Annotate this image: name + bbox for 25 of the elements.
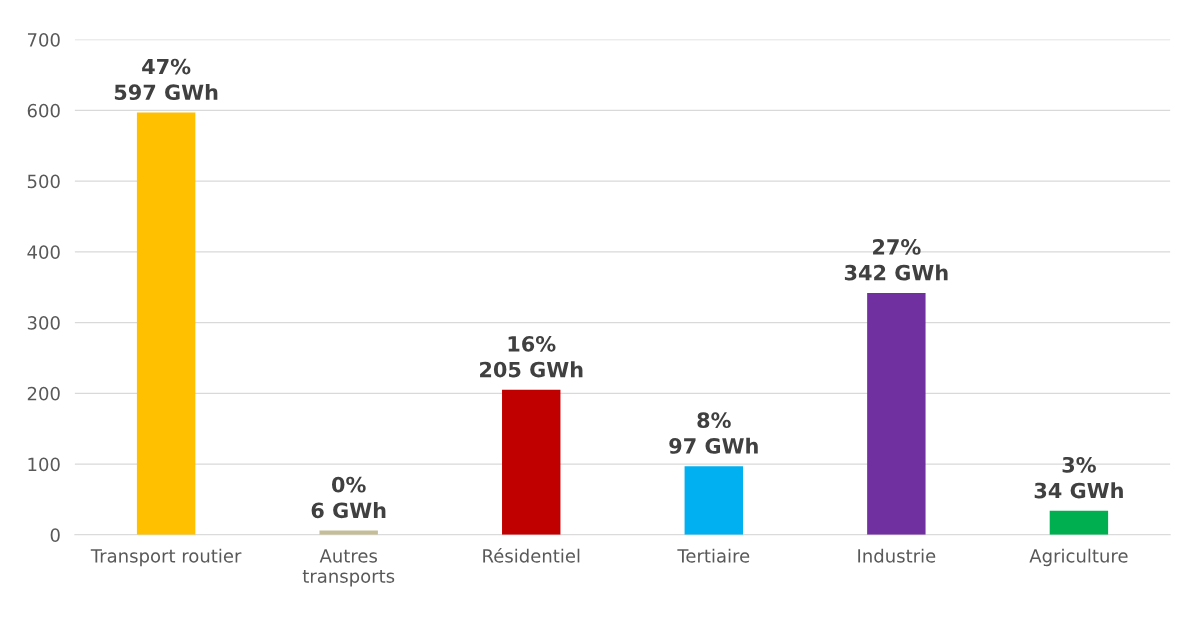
- y-tick-label: 300: [27, 316, 60, 330]
- x-tick-label: Transport routier: [90, 548, 242, 567]
- bar: [502, 389, 561, 535]
- bar: [867, 292, 926, 535]
- data-label: 47% 597 GWh: [114, 58, 218, 101]
- y-tick-label: 100: [28, 457, 60, 472]
- data-label: 3% 34 GWh: [1034, 456, 1123, 499]
- y-tick-label: 200: [27, 386, 60, 401]
- x-tick-label: Industrie: [858, 548, 936, 563]
- data-label: 16% 205 GWh: [480, 335, 583, 378]
- x-tick-label: Autres transports: [302, 549, 395, 587]
- data-label: 0% 6 GWh: [311, 476, 386, 519]
- y-tick-label: 600: [27, 103, 60, 118]
- y-tick-label: 500: [27, 174, 60, 189]
- bar: [1049, 510, 1109, 535]
- x-tick-label: Agriculture: [1029, 548, 1128, 567]
- data-label: 8% 97 GWh: [669, 412, 758, 454]
- x-tick-label: Tertiaire: [677, 548, 750, 563]
- data-label: 27% 342 GWh: [844, 239, 948, 281]
- y-tick-label: 700: [27, 33, 60, 47]
- x-tick-label: Résidentiel: [483, 547, 580, 563]
- bar: [136, 112, 196, 535]
- y-tick-label: 0: [50, 528, 60, 542]
- bar: [684, 466, 743, 535]
- y-tick-label: 400: [27, 245, 60, 259]
